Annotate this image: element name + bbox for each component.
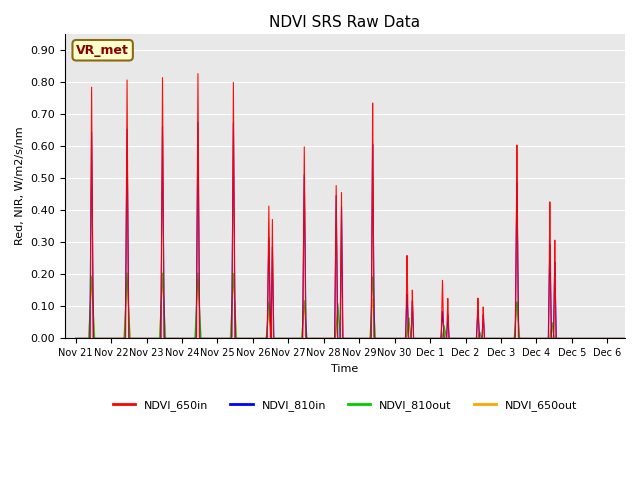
Legend: NDVI_650in, NDVI_810in, NDVI_810out, NDVI_650out: NDVI_650in, NDVI_810in, NDVI_810out, NDV… (108, 396, 582, 416)
X-axis label: Time: Time (332, 364, 358, 374)
Text: VR_met: VR_met (76, 44, 129, 57)
Title: NDVI SRS Raw Data: NDVI SRS Raw Data (269, 15, 420, 30)
Y-axis label: Red, NIR, W/m2/s/nm: Red, NIR, W/m2/s/nm (15, 127, 25, 245)
